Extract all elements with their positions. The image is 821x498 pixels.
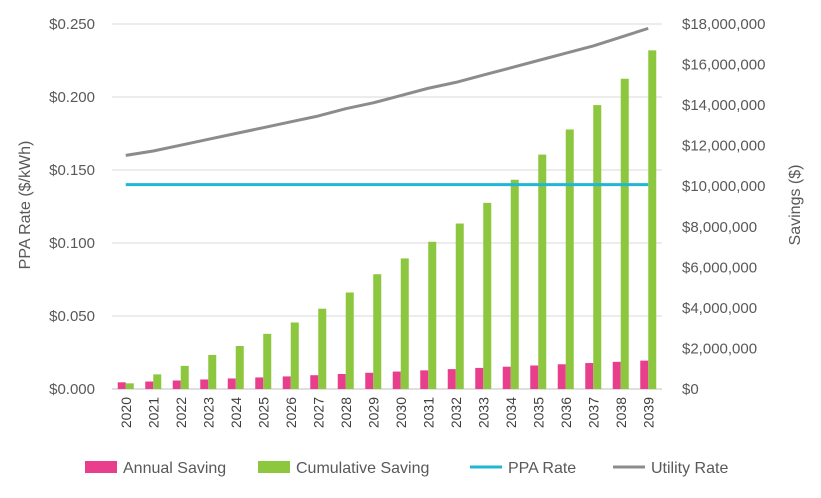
- cumulative-saving-bar: [428, 241, 437, 389]
- left-tick-label: $0.250: [49, 16, 95, 33]
- bars: [117, 50, 657, 389]
- x-tick-label: 2020: [118, 397, 134, 428]
- cumulative-saving-bar: [620, 78, 629, 389]
- x-tick-label: 2026: [283, 397, 299, 428]
- cumulative-saving-bar: [345, 292, 354, 389]
- cumulative-saving-bar: [483, 202, 492, 389]
- legend-label: Utility Rate: [651, 460, 728, 477]
- legend-item: Cumulative Saving: [258, 460, 429, 477]
- right-axis-ticks: $0 $2,000,000 $4,000,000 $6,000,000 $8,000,0…: [682, 16, 765, 398]
- x-tick-label: 2032: [448, 397, 464, 428]
- x-tick-label: 2038: [613, 397, 629, 428]
- x-tick-label: 2035: [530, 397, 546, 428]
- annual-saving-bar: [365, 372, 374, 389]
- right-tick-label: $8,000,000: [682, 219, 757, 236]
- right-axis-title: Savings ($): [787, 165, 804, 246]
- annual-saving-bar: [502, 366, 511, 389]
- legend-label: Annual Saving: [123, 460, 226, 477]
- x-tick-label: 2025: [255, 397, 271, 428]
- cumulative-saving-bar: [235, 346, 244, 389]
- left-axis-title: PPA Rate ($/kWh): [17, 141, 34, 270]
- annual-saving-bar: [640, 360, 649, 389]
- legend-label: Cumulative Saving: [296, 460, 429, 477]
- annual-saving-bar: [585, 363, 594, 389]
- x-tick-label: 2034: [503, 397, 519, 428]
- right-tick-label: $10,000,000: [682, 178, 765, 195]
- x-tick-label: 2036: [558, 397, 574, 428]
- right-tick-label: $14,000,000: [682, 97, 765, 114]
- x-tick-label: 2024: [228, 397, 244, 428]
- legend: Annual Saving Cumulative Saving PPA Rate Ut…: [85, 460, 728, 477]
- right-tick-label: $12,000,000: [682, 138, 765, 155]
- annual-saving-bar: [145, 381, 154, 389]
- cumulative-saving-bar: [208, 354, 217, 389]
- annual-saving-bar: [530, 365, 539, 389]
- x-tick-label: 2023: [200, 397, 216, 428]
- cumulative-saving-bar: [455, 223, 464, 389]
- annual-saving-bar: [337, 373, 346, 389]
- annual-saving-bar: [117, 382, 126, 389]
- utility-rate-line: [125, 26, 649, 157]
- annual-saving-bar: [420, 370, 429, 389]
- left-tick-label: $0.100: [49, 235, 95, 252]
- annual-saving-bar: [475, 367, 484, 389]
- right-tick-label: $4,000,000: [682, 300, 757, 317]
- right-tick-label: $6,000,000: [682, 259, 757, 276]
- x-tick-label: 2027: [310, 397, 326, 428]
- x-tick-label: 2021: [145, 397, 161, 428]
- cumulative-saving-bar: [400, 258, 409, 389]
- legend-swatch: [85, 461, 117, 473]
- cumulative-saving-bar: [125, 383, 134, 389]
- annual-saving-bar: [200, 379, 209, 389]
- right-tick-label: $2,000,000: [682, 340, 757, 357]
- cumulative-saving-bar: [290, 322, 299, 389]
- cumulative-saving-bar: [538, 154, 547, 389]
- cumulative-saving-bar: [180, 365, 189, 389]
- x-tick-label: 2039: [640, 397, 656, 428]
- annual-saving-bar: [612, 361, 621, 389]
- cumulative-saving-bar: [648, 50, 657, 389]
- cumulative-saving-bar: [153, 374, 162, 389]
- annual-saving-bar: [310, 375, 319, 389]
- annual-saving-bar: [255, 377, 264, 389]
- legend-item: Utility Rate: [613, 460, 728, 477]
- x-tick-label: 2033: [475, 397, 491, 428]
- x-tick-label: 2028: [338, 397, 354, 428]
- gridlines: [112, 23, 662, 390]
- right-tick-label: $18,000,000: [682, 16, 765, 33]
- legend-label: PPA Rate: [508, 460, 576, 477]
- left-tick-label: $0.050: [49, 308, 95, 325]
- cumulative-saving-bar: [565, 129, 574, 389]
- annual-saving-bar: [447, 369, 456, 389]
- lines: [125, 26, 649, 187]
- annual-saving-bar: [392, 371, 401, 389]
- cumulative-saving-bar: [318, 308, 327, 389]
- left-tick-label: $0.150: [49, 162, 95, 179]
- annual-saving-bar: [227, 378, 236, 389]
- right-tick-label: $0: [682, 381, 699, 398]
- legend-item: Annual Saving: [85, 460, 226, 477]
- x-axis-ticks: 2020 2021 2022 2023 2024 2025 2026 2027 2028 2029…: [118, 397, 657, 428]
- annual-saving-bar: [172, 380, 181, 389]
- legend-swatch: [258, 461, 290, 473]
- annual-saving-bar: [282, 376, 291, 389]
- left-axis-ticks: $0.000 $0.050 $0.100 $0.150 $0.200 $0.250: [49, 16, 95, 398]
- left-tick-label: $0.200: [49, 89, 95, 106]
- cumulative-saving-bar: [510, 179, 519, 389]
- annual-saving-bar: [557, 364, 566, 389]
- cumulative-saving-bar: [263, 333, 272, 389]
- x-tick-label: 2022: [173, 397, 189, 428]
- x-tick-label: 2029: [365, 397, 381, 428]
- right-tick-label: $16,000,000: [682, 57, 765, 74]
- x-tick-label: 2030: [393, 397, 409, 428]
- cumulative-saving-bar: [373, 274, 382, 389]
- left-tick-label: $0.000: [49, 381, 95, 398]
- x-tick-label: 2037: [585, 397, 601, 428]
- x-tick-label: 2031: [420, 397, 436, 428]
- legend-item: PPA Rate: [470, 460, 576, 477]
- cumulative-saving-bar: [593, 105, 602, 389]
